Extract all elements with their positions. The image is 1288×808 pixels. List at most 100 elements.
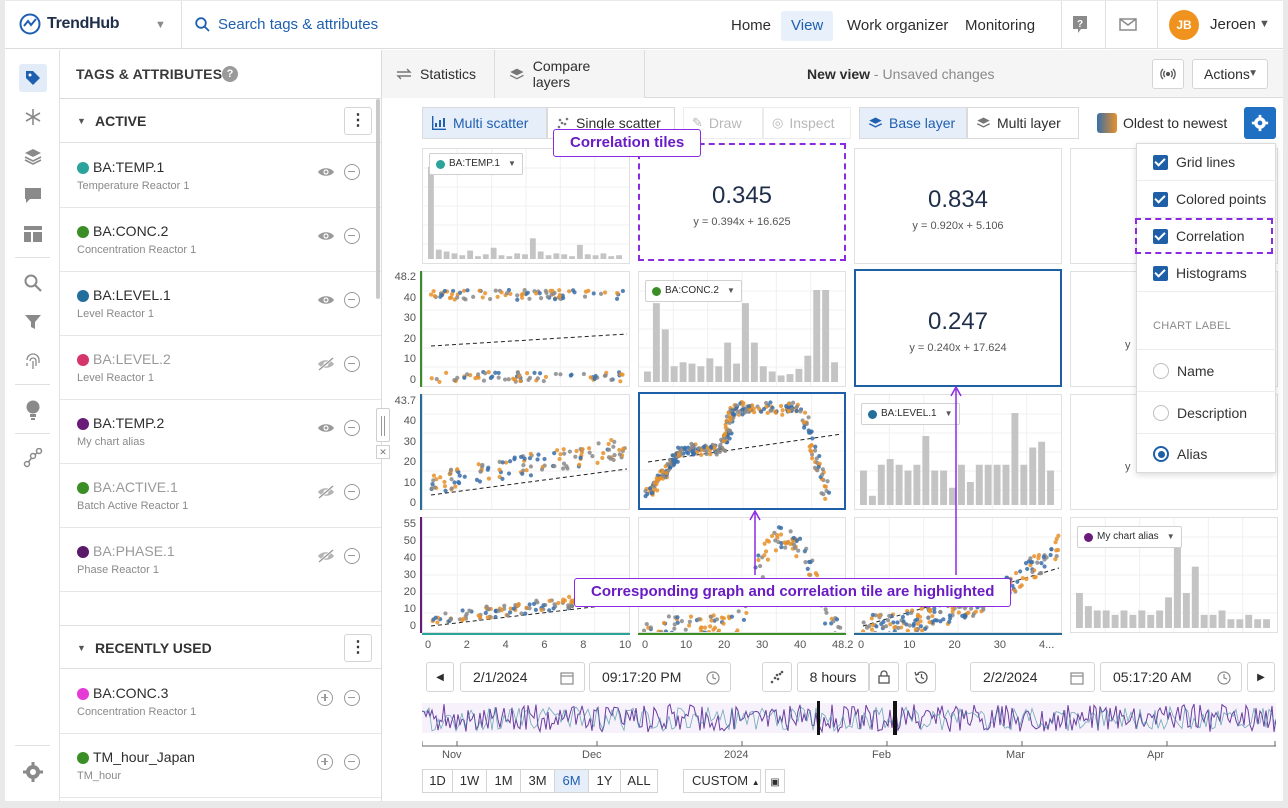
histogram-tile-conc2[interactable]: BA:CONC.2 ▼ (638, 271, 846, 387)
nav-monitoring[interactable]: Monitoring (965, 17, 1036, 34)
remove-icon[interactable] (344, 484, 360, 500)
scrollbar[interactable] (376, 99, 380, 299)
timeline-handle[interactable] (893, 701, 897, 735)
network-icon[interactable] (19, 444, 47, 472)
tag-label-chip[interactable]: BA:LEVEL.1 ▼ (861, 403, 960, 425)
remove-icon[interactable] (344, 754, 360, 770)
tag-item[interactable]: BA:LEVEL.2 Level Reactor 1 (60, 336, 381, 400)
histogram-tile-temp1[interactable]: BA:TEMP.1 ▼ (422, 148, 630, 264)
nav-home[interactable]: Home (731, 17, 772, 34)
histograms-checkbox[interactable]: Histograms (1137, 255, 1277, 292)
tag-item[interactable]: BA:ACTIVE.1 Batch Active Reactor 1 (60, 464, 381, 528)
range-button-1w[interactable]: 1W (452, 769, 487, 793)
scatter-tile-highlighted[interactable] (638, 392, 846, 510)
timeline-navigator[interactable] (422, 699, 1276, 769)
correlation-tile-highlighted[interactable]: 0.247 y = 0.240x + 17.624 (854, 269, 1062, 387)
recent-tag-item[interactable]: TM_hour_Japan TM_hour (60, 734, 381, 798)
eye-off-icon[interactable] (317, 357, 335, 376)
tag-item[interactable]: BA:TEMP.2 My chart alias (60, 400, 381, 464)
eye-icon[interactable] (317, 421, 335, 439)
start-date-input[interactable]: 2/1/2024 (460, 662, 585, 692)
custom-range-dropdown[interactable]: CUSTOM ▲ (683, 769, 761, 793)
label-option-alias[interactable]: Alias (1137, 434, 1277, 474)
help-icon[interactable]: ? (1072, 15, 1088, 39)
active-section-header[interactable]: ▼ ACTIVE ⋮ (60, 99, 381, 143)
density-button[interactable] (762, 662, 792, 692)
calendar-range-button[interactable]: ▣ (765, 769, 785, 793)
remove-icon[interactable] (344, 420, 360, 436)
scatter-tile-r2c1[interactable] (422, 271, 630, 387)
mail-icon[interactable] (1119, 18, 1137, 36)
correlation-tile[interactable]: 0.834 y = 0.920x + 5.106 (854, 148, 1062, 264)
tag-item[interactable]: BA:CONC.2 Concentration Reactor 1 (60, 208, 381, 272)
end-time-input[interactable]: 05:17:20 AM (1100, 662, 1242, 692)
kebab-menu-button[interactable]: ⋮ (344, 107, 372, 135)
filter-icon[interactable] (19, 308, 47, 336)
scatter-tile-r3c1[interactable] (422, 394, 630, 510)
help-icon[interactable]: ? (222, 66, 238, 82)
remove-icon[interactable] (344, 164, 360, 180)
range-button-1m[interactable]: 1M (486, 769, 521, 793)
brand-logo[interactable]: TrendHub (19, 13, 120, 35)
comment-icon[interactable] (19, 181, 47, 209)
panel-resize-handle[interactable] (376, 408, 390, 442)
remove-icon[interactable] (344, 690, 360, 706)
recent-tag-item[interactable]: BA:CONC.3 Concentration Reactor 1 (60, 670, 381, 734)
inspect-button[interactable]: ◎ Inspect (763, 107, 851, 139)
remove-icon[interactable] (344, 356, 360, 372)
search-input[interactable]: Search tags & attributes (195, 16, 378, 33)
broadcast-button[interactable] (1152, 59, 1184, 89)
compare-layers-tab[interactable]: Compare layers (495, 50, 645, 98)
scatter-tile-r4c1[interactable] (422, 517, 630, 633)
end-date-input[interactable]: 2/2/2024 (970, 662, 1095, 692)
lock-duration-button[interactable] (869, 662, 899, 692)
scatter-tile-r4c3[interactable] (854, 517, 1062, 640)
timeline-marker[interactable] (817, 701, 820, 735)
nav-work-organizer[interactable]: Work organizer (847, 17, 949, 34)
remove-icon[interactable] (344, 548, 360, 564)
nav-view[interactable]: View (781, 11, 834, 41)
search-icon[interactable] (19, 269, 47, 297)
close-icon[interactable]: ✕ (376, 445, 390, 459)
tag-icon[interactable] (19, 64, 47, 92)
eye-icon[interactable] (317, 165, 335, 183)
tag-item[interactable]: BA:TEMP.1 Temperature Reactor 1 (60, 144, 381, 208)
settings-icon[interactable] (19, 758, 47, 786)
actions-dropdown[interactable]: Actions ▼ (1192, 59, 1268, 89)
base-layer-button[interactable]: Base layer (859, 107, 967, 139)
single-scatter-button[interactable]: Single scatter (547, 107, 675, 139)
tag-label-chip[interactable]: BA:CONC.2 ▼ (645, 280, 742, 302)
label-option-name[interactable]: Name (1137, 350, 1277, 392)
label-option-description[interactable]: Description (1137, 392, 1277, 434)
correlation-checkbox[interactable]: Correlation (1135, 218, 1273, 254)
eye-icon[interactable] (317, 229, 335, 247)
brand-menu-caret-icon[interactable]: ▼ (155, 19, 166, 31)
colored-points-checkbox[interactable]: Colored points (1137, 181, 1277, 218)
order-toggle[interactable]: Oldest to newest (1089, 107, 1239, 139)
snowflake-icon[interactable] (19, 103, 47, 131)
multi-layer-button[interactable]: Multi layer (967, 107, 1079, 139)
start-time-input[interactable]: 09:17:20 PM (589, 662, 731, 692)
collapse-arrow-icon[interactable]: ▼ (77, 643, 86, 653)
tag-label-chip[interactable]: BA:TEMP.1 ▼ (429, 153, 523, 175)
prev-range-button[interactable]: ◀ (426, 662, 454, 692)
add-icon[interactable] (317, 690, 333, 706)
correlation-tile[interactable]: 0.345 y = 0.394x + 16.625 (638, 143, 846, 261)
eye-icon[interactable] (317, 293, 335, 311)
tag-item[interactable]: BA:PHASE.1 Phase Reactor 1 (60, 528, 381, 592)
eye-off-icon[interactable] (317, 549, 335, 568)
history-button[interactable] (906, 662, 936, 692)
range-button-all[interactable]: ALL (620, 769, 658, 793)
range-button-1d[interactable]: 1D (422, 769, 453, 793)
chart-settings-button[interactable] (1244, 107, 1276, 139)
kebab-menu-button[interactable]: ⋮ (344, 634, 372, 662)
fingerprint-icon[interactable] (19, 347, 47, 375)
remove-icon[interactable] (344, 292, 360, 308)
eye-off-icon[interactable] (317, 485, 335, 504)
next-range-button[interactable]: ▶ (1247, 662, 1275, 692)
grid-lines-checkbox[interactable]: Grid lines (1137, 144, 1277, 181)
avatar[interactable]: JB (1169, 10, 1199, 40)
user-menu-caret-icon[interactable]: ▼ (1259, 18, 1270, 30)
range-button-3m[interactable]: 3M (520, 769, 555, 793)
statistics-tab[interactable]: Statistics (382, 50, 495, 98)
